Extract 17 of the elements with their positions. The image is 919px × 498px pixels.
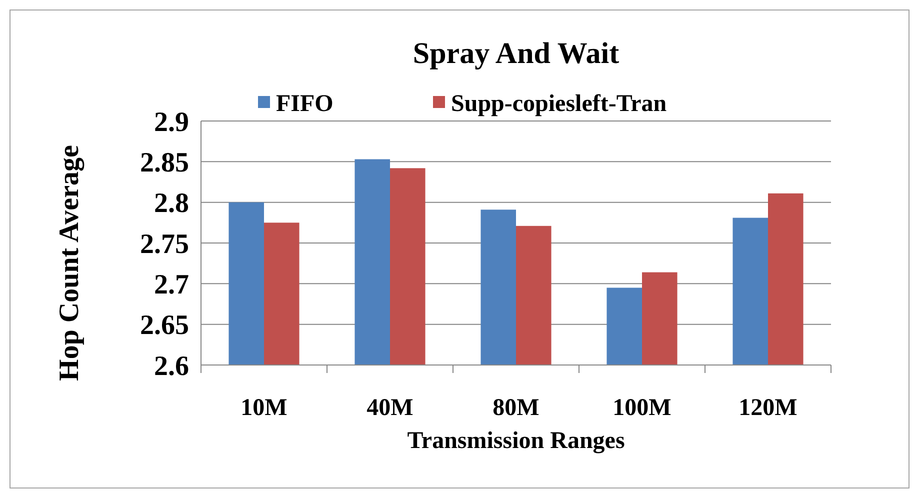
x-tick-label: 10M — [240, 395, 288, 421]
chart-title: Spray And Wait — [412, 37, 620, 70]
x-tick-label: 80M — [492, 395, 540, 421]
y-tick-label: 2.9 — [154, 106, 189, 138]
y-tick-label: 2.7 — [154, 269, 189, 300]
x-axis-title: Transmission Ranges — [407, 428, 625, 454]
x-tick-label: 40M — [366, 395, 414, 421]
y-tick-label: 2.8 — [154, 188, 189, 220]
y-axis-title: Hop Count Average — [54, 145, 85, 381]
y-tick-label: 2.65 — [140, 310, 189, 342]
legend-label: Supp-copiesleft-Tran — [451, 91, 667, 117]
y-tick-label: 2.6 — [154, 350, 189, 382]
y-tick-label: 2.85 — [140, 147, 189, 178]
y-tick-label: 2.75 — [140, 228, 189, 260]
x-tick-label: 120M — [738, 395, 798, 421]
x-tick-label: 100M — [612, 395, 672, 421]
legend-label: FIFO — [276, 91, 334, 117]
